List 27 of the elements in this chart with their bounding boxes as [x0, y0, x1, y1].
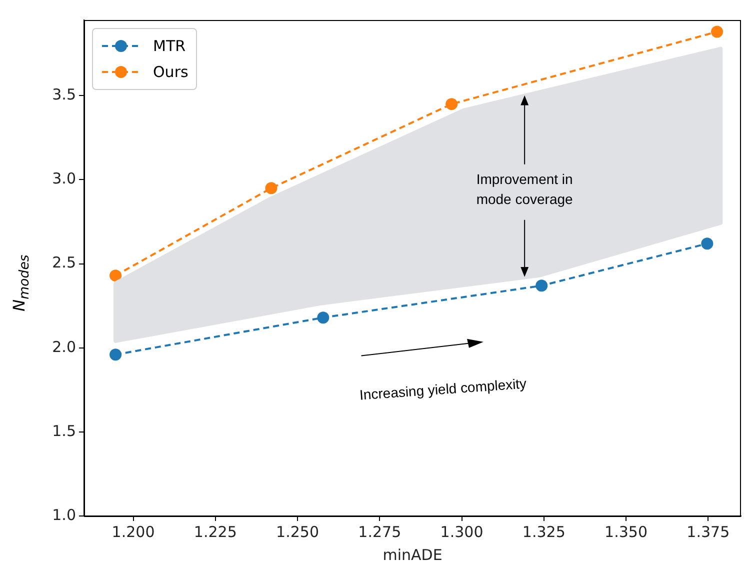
x-tick-label: 1.225 [194, 522, 237, 541]
x-tick-label: 1.325 [522, 522, 566, 541]
y-tick-label: 1.5 [52, 422, 76, 440]
y-tick-label: 3.0 [52, 170, 76, 188]
point [536, 280, 548, 292]
legend-label: Ours [153, 63, 188, 81]
legend-label: MTR [153, 37, 186, 55]
x-tick-label: 1.200 [112, 522, 155, 541]
y-tick-label: 1.0 [52, 506, 76, 524]
x-axis-title: minADE [382, 546, 442, 564]
x-tick-label: 1.250 [276, 522, 319, 541]
x-tick-label: 1.350 [604, 522, 648, 541]
x-tick-label: 1.375 [686, 522, 730, 541]
y-tick-label: 2.0 [52, 338, 76, 356]
x-tick-label: 1.300 [440, 522, 484, 541]
x-tick-label: 1.275 [358, 522, 402, 541]
annotation: Improvement in mode coverage [475, 170, 574, 209]
point [317, 312, 330, 324]
point [110, 270, 122, 282]
point [110, 348, 122, 361]
point [701, 238, 714, 250]
point [265, 182, 278, 194]
y-tick-label: 3.5 [52, 86, 76, 104]
y-tick-label: 2.5 [52, 254, 76, 272]
annotation: Increasing yield complexity [358, 374, 528, 404]
point [711, 26, 724, 38]
point [446, 98, 458, 110]
